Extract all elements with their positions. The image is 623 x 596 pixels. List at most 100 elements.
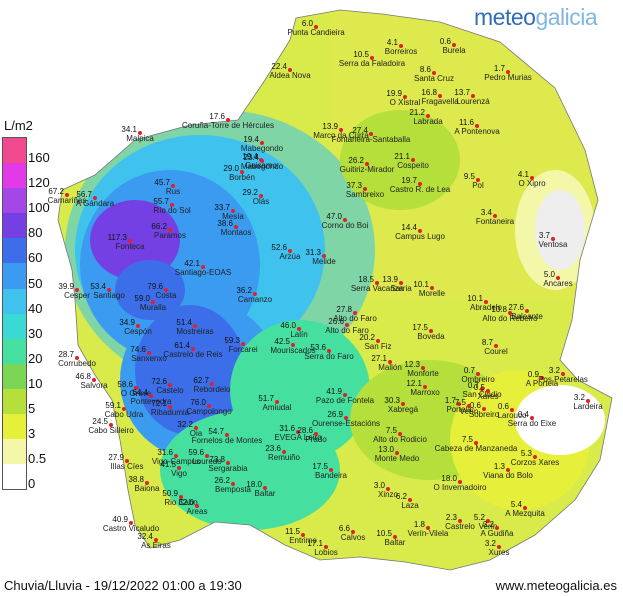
station-marker-icon: [493, 214, 497, 218]
station-value: 3.4: [481, 208, 493, 217]
station-name: Lobios: [314, 548, 338, 557]
station-value: 24.5: [92, 417, 108, 426]
station-name: A Gándara: [76, 199, 115, 208]
legend-tick-label: 50: [28, 275, 43, 291]
station-name: Burela: [442, 46, 466, 55]
station-marker-icon: [494, 344, 498, 348]
station-marker-icon: [226, 461, 230, 465]
station-value: 6.2: [396, 492, 408, 501]
legend-swatch: [3, 338, 26, 364]
station: 18.0O Invernadoiro: [434, 474, 487, 492]
station-name: Punta Candieira: [287, 28, 345, 37]
station-value: 67.2: [48, 187, 64, 196]
station-name: Fontaneira: [476, 217, 515, 226]
station-marker-icon: [393, 535, 397, 539]
station-value: 1.8: [414, 520, 426, 529]
station-name: Mabegondo: [241, 144, 284, 153]
station-marker-icon: [327, 349, 331, 353]
station-marker-icon: [376, 339, 380, 343]
station-marker-icon: [241, 342, 245, 346]
station-marker-icon: [92, 378, 96, 382]
station: 19.9O Xistral: [386, 89, 420, 107]
station-name: Oia: [190, 429, 203, 438]
station-marker-icon: [297, 327, 301, 331]
station-marker-icon: [129, 521, 133, 525]
station-name: San Fiz: [364, 342, 391, 351]
station-marker-icon: [205, 454, 209, 458]
station-name: O Xistral: [390, 98, 421, 107]
station-marker-icon: [291, 343, 295, 347]
station-marker-icon: [476, 178, 480, 182]
station-marker-icon: [275, 400, 279, 404]
station-name: Marroxo: [410, 388, 440, 397]
station-name: Ventosa: [539, 240, 568, 249]
station-marker-icon: [540, 376, 544, 380]
station-name: Fontaneira-Santaballa: [332, 135, 411, 144]
station-value: 0.4: [518, 410, 530, 419]
station-marker-icon: [324, 545, 328, 549]
station-value: 59.1: [105, 401, 121, 410]
station-name: Sobreiro: [469, 410, 500, 419]
station-value: 4.1: [518, 170, 530, 179]
station-name: Courel: [484, 347, 508, 356]
station-value: 52.6: [271, 243, 287, 252]
station-name: Fornelos de Montes: [192, 436, 263, 445]
station-value: 22.4: [271, 62, 287, 71]
station-marker-icon: [134, 386, 138, 390]
legend-swatch: [3, 388, 26, 415]
station-name: Castelo: [156, 386, 184, 395]
station-marker-icon: [484, 300, 488, 304]
station-marker-icon: [523, 506, 527, 510]
station-value: 26.6: [328, 317, 344, 326]
station-value: 27.6: [508, 303, 524, 312]
station-value: 26.2: [214, 476, 230, 485]
station-name: Alto do Rebeiro: [482, 314, 538, 323]
station-name: Alto do Faro: [333, 314, 377, 323]
station-name: Serra do Faro: [304, 352, 354, 361]
station-marker-icon: [486, 389, 490, 393]
station-name: Portela: [446, 405, 472, 414]
station-marker-icon: [365, 162, 369, 166]
station-marker-icon: [495, 526, 499, 530]
station-value: 46.8: [75, 372, 91, 381]
station-name: Corzos Xares: [511, 458, 559, 467]
station-value: 31.6: [157, 448, 173, 457]
station-value: 1.7: [494, 64, 506, 73]
legend-unit: L/m2: [4, 118, 33, 133]
station-name: Fonteca: [116, 242, 145, 251]
station-value: 29.0: [223, 164, 239, 173]
station-marker-icon: [480, 387, 484, 391]
station-marker-icon: [476, 372, 480, 376]
station-value: 19.7: [401, 176, 417, 185]
station-value: 26.2: [348, 156, 364, 165]
station-marker-icon: [506, 70, 510, 74]
station-name: Xares: [478, 392, 499, 401]
station-name: Castro Vicaludo: [103, 524, 160, 533]
station-name: San Clodio: [462, 390, 502, 399]
station-value: 3.2: [574, 393, 586, 402]
station-name: Fragavella: [421, 97, 459, 106]
station-name: Coruña-Torre de Hércules: [182, 121, 274, 130]
station-value: 33.7: [214, 203, 230, 212]
station-name: Prado: [305, 435, 327, 444]
station-marker-icon: [231, 209, 235, 213]
